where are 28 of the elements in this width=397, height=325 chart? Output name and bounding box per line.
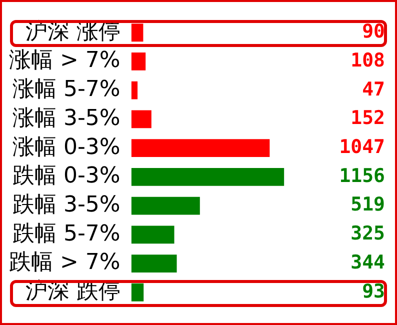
bar — [131, 254, 177, 272]
bar — [131, 226, 174, 244]
y-tick-label: 跌幅 3-5% — [12, 192, 120, 218]
y-tick-label: 涨幅 3-5% — [12, 106, 120, 131]
data-label: 93 — [362, 280, 385, 302]
data-label: 1156 — [339, 164, 385, 187]
y-tick-label: 涨幅 > 7% — [8, 48, 120, 74]
data-label: 108 — [350, 49, 385, 72]
data-label: 1047 — [339, 136, 385, 158]
bar — [131, 24, 144, 42]
data-label: 344 — [350, 251, 385, 274]
data-label: 519 — [350, 194, 385, 216]
y-tick-label: 跌幅 > 7% — [8, 250, 120, 276]
bar — [131, 168, 284, 186]
y-tick-label: 涨幅 5-7% — [12, 77, 120, 102]
bar — [131, 81, 138, 100]
data-label: 325 — [350, 222, 385, 245]
bar — [131, 283, 144, 302]
bar — [131, 139, 270, 158]
data-label: 152 — [350, 107, 385, 130]
bar — [131, 110, 152, 128]
data-label: 47 — [362, 78, 385, 100]
bar — [131, 52, 146, 70]
bar — [131, 196, 200, 215]
data-label: 90 — [362, 20, 385, 43]
y-tick-label: 跌幅 0-3% — [12, 164, 120, 189]
y-tick-label: 跌幅 5-7% — [12, 221, 120, 246]
y-tick-label: 涨幅 0-3% — [12, 134, 120, 160]
